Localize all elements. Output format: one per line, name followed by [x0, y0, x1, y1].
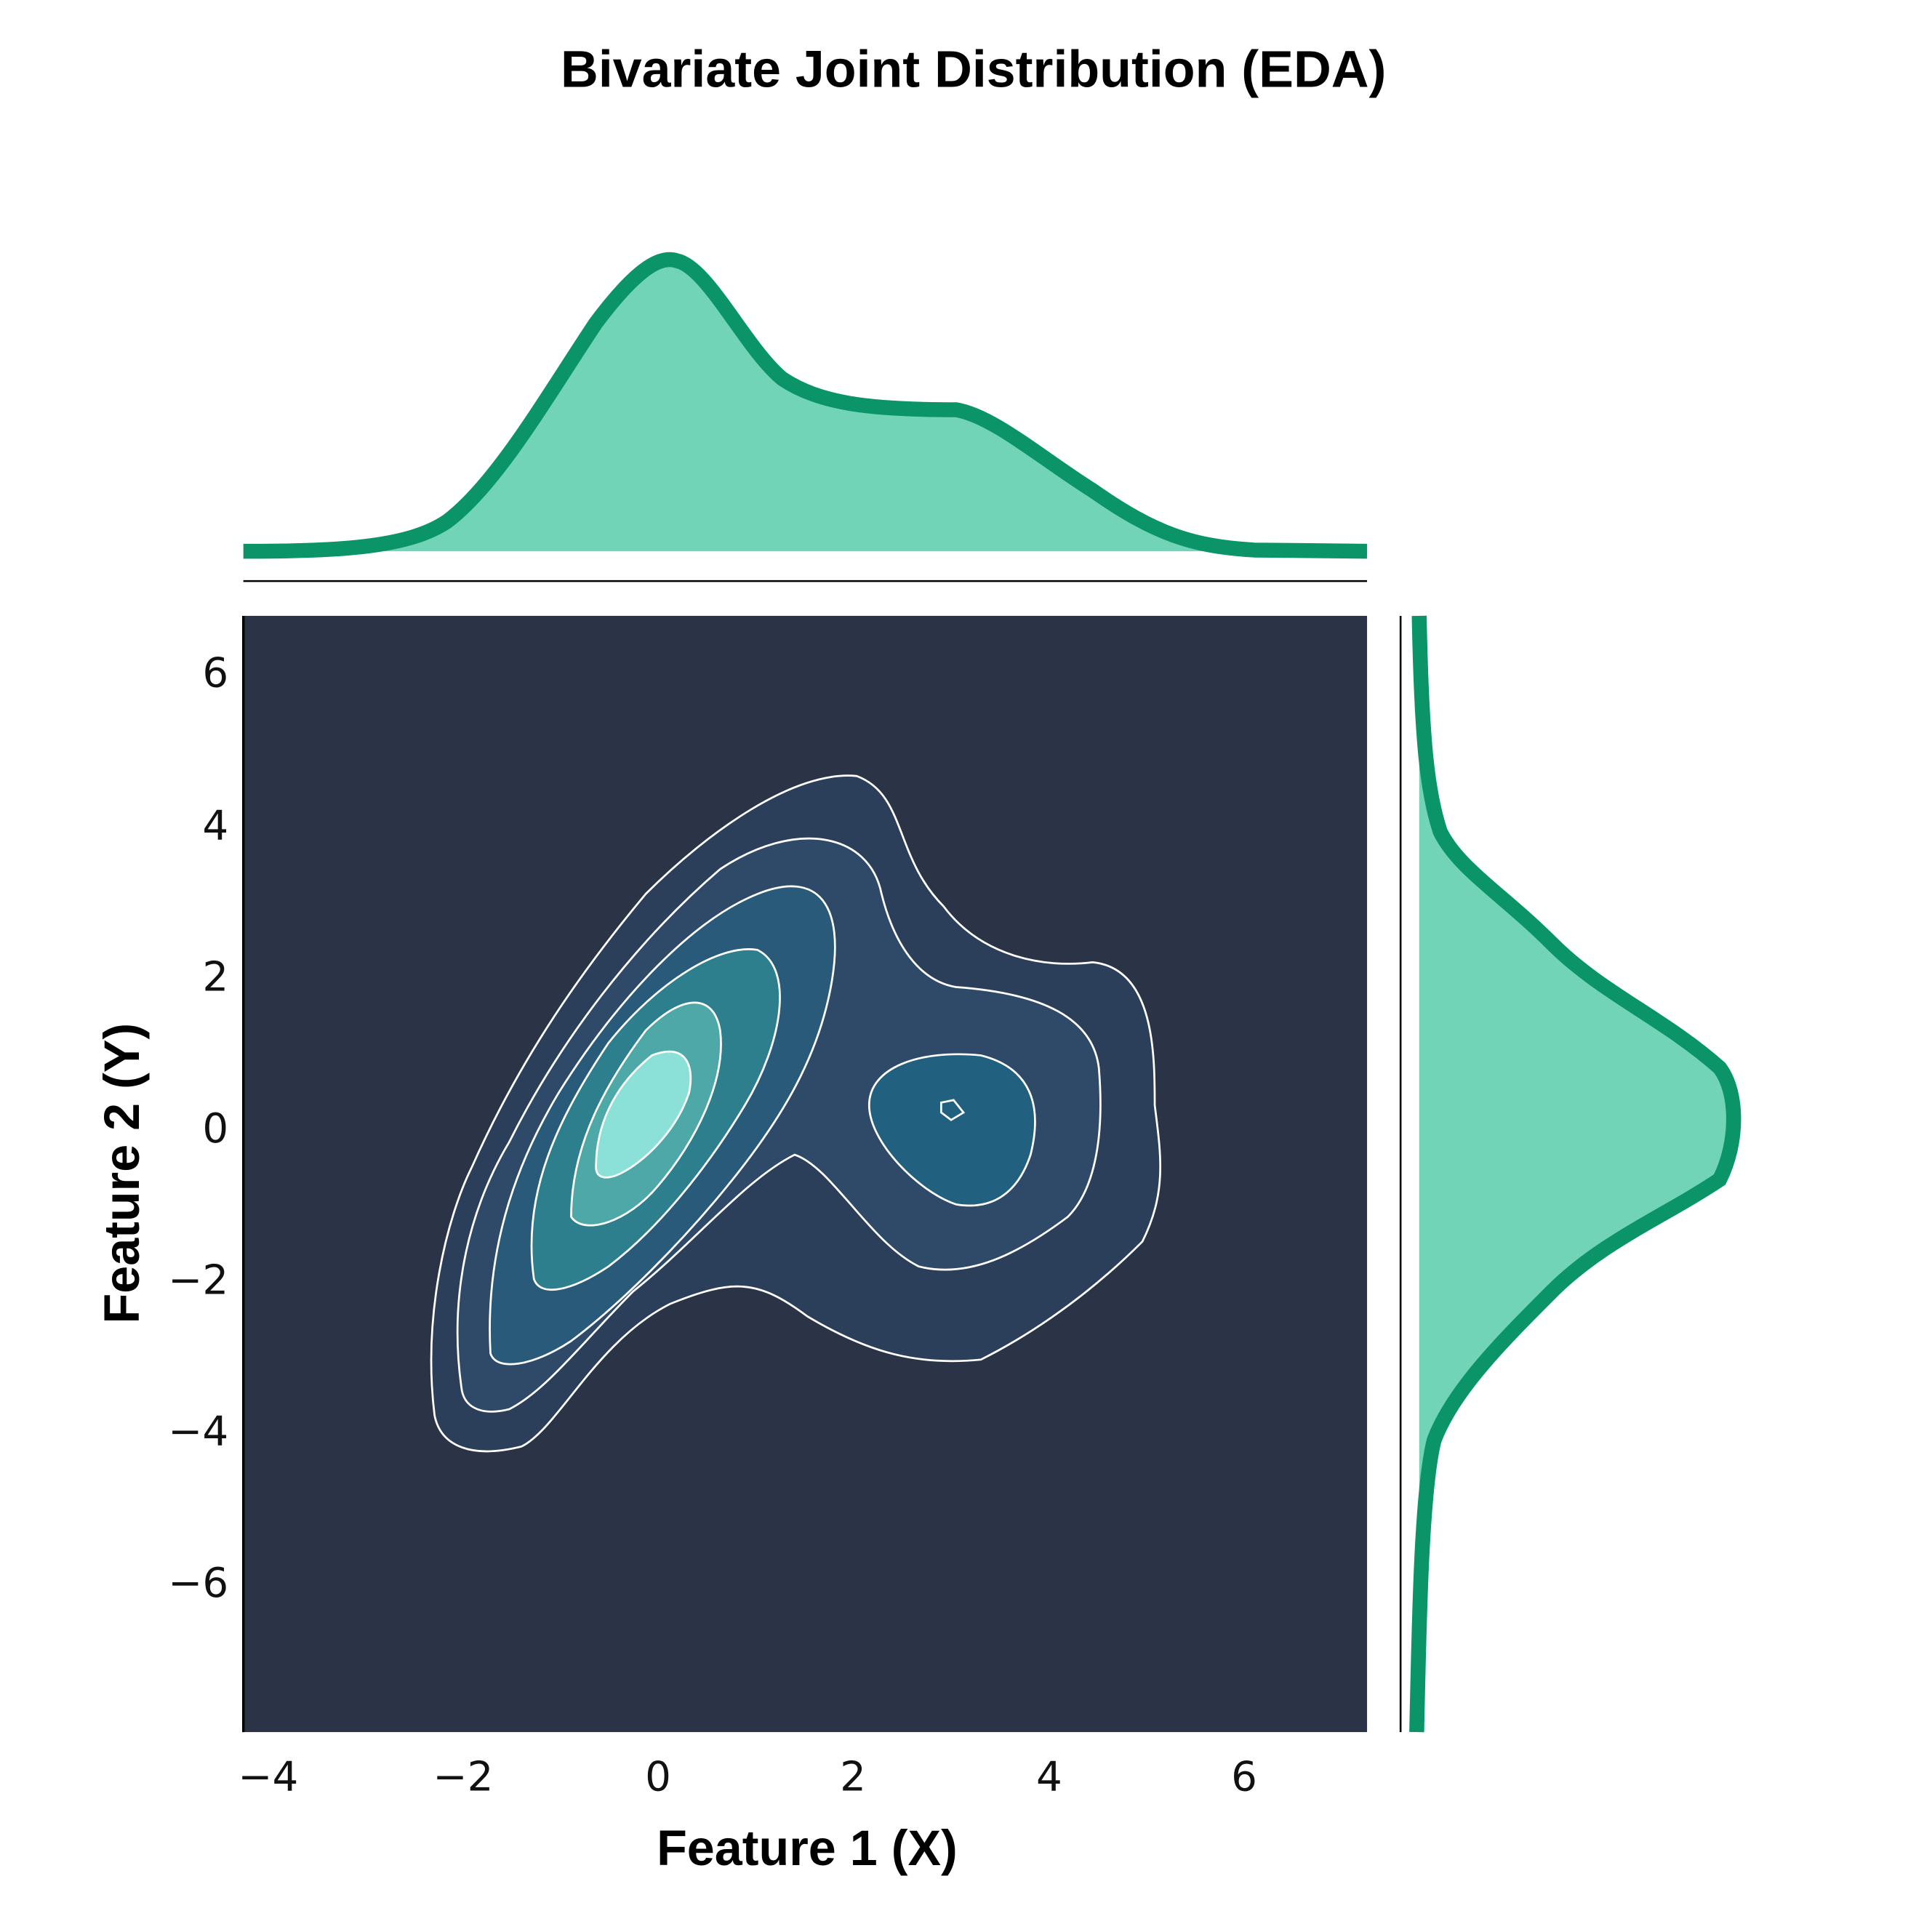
kde-contours [430, 774, 1162, 1453]
x-axis: −4 −2 0 2 4 6 Feature 1 (X) [238, 1753, 1257, 1875]
svg-text:−6: −6 [168, 1560, 228, 1607]
x-axis-label: Feature 1 (X) [657, 1821, 958, 1876]
marginal-y-kde [1399, 615, 1741, 1733]
svg-text:2: 2 [202, 954, 228, 1001]
chart-title: Bivariate Joint Distribution (EDA) [561, 41, 1386, 99]
svg-text:0: 0 [645, 1753, 671, 1800]
svg-text:2: 2 [840, 1753, 866, 1800]
marginal-x-kde [243, 252, 1368, 582]
svg-text:4: 4 [1036, 1753, 1062, 1800]
y-axis-label: Feature 2 (Y) [95, 1023, 150, 1324]
svg-text:−2: −2 [168, 1256, 228, 1304]
svg-text:6: 6 [1231, 1753, 1257, 1800]
svg-text:−4: −4 [168, 1408, 228, 1456]
svg-text:6: 6 [202, 649, 228, 697]
svg-text:4: 4 [202, 802, 228, 849]
svg-text:−2: −2 [433, 1753, 493, 1800]
svg-text:0: 0 [202, 1105, 228, 1153]
y-axis: 6 4 2 0 −2 −4 −6 Feature 2 (Y) [95, 649, 228, 1607]
svg-text:−4: −4 [238, 1753, 298, 1800]
